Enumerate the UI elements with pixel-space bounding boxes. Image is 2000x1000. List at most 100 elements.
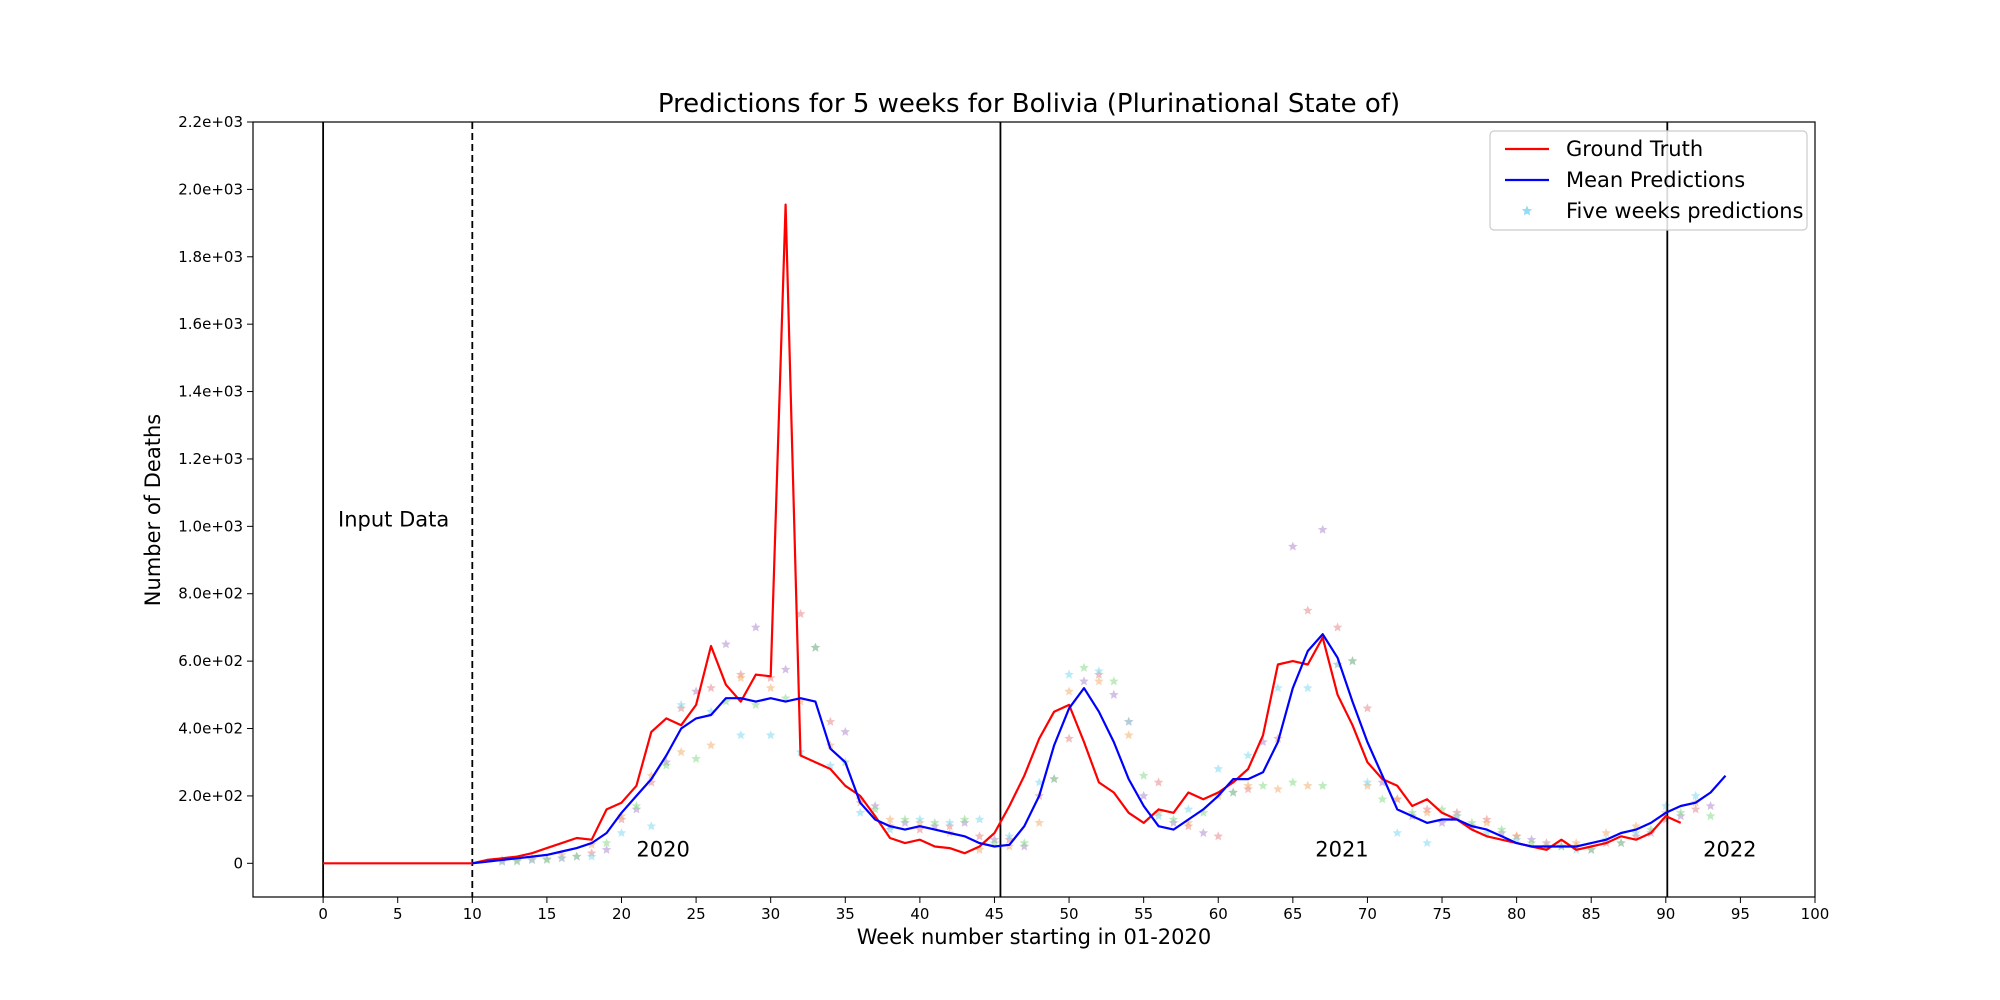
prediction-star-point — [1183, 821, 1194, 831]
prediction-star-point — [1303, 683, 1313, 693]
prediction-star-point — [631, 804, 642, 814]
x-tick-label: 10 — [463, 905, 482, 923]
prediction-star-point — [661, 760, 671, 770]
mean-predictions-line — [472, 633, 1727, 865]
prediction-star-point — [1377, 794, 1388, 804]
prediction-star-point — [825, 716, 836, 726]
prediction-star-point — [691, 753, 701, 763]
prediction-star-point — [1064, 686, 1074, 696]
x-tick-label: 20 — [612, 905, 631, 923]
prediction-star-point — [1168, 817, 1179, 827]
prediction-star-point — [676, 699, 686, 709]
prediction-star-point — [1303, 780, 1313, 790]
legend: Ground Truth Mean Predictions Five weeks p… — [1489, 130, 1808, 231]
prediction-star-point — [1153, 777, 1164, 787]
y-tick-label: 1.8e+03 — [178, 248, 243, 266]
legend-items: Ground Truth Mean Predictions Five weeks p… — [1505, 137, 1804, 223]
prediction-star-point — [825, 740, 836, 750]
prediction-star-point — [601, 844, 612, 854]
prediction-star-point — [1690, 790, 1701, 800]
prediction-star-point — [1273, 683, 1283, 693]
prediction-star-point — [1109, 676, 1119, 686]
prediction-star-point — [1004, 831, 1015, 841]
x-tick-label: 0 — [318, 905, 328, 923]
prediction-star-point — [1288, 777, 1298, 787]
prediction-star-point — [915, 824, 925, 834]
y-tick-label: 2.0e+02 — [178, 787, 243, 805]
prediction-star-point — [512, 856, 522, 866]
prediction-star-point — [497, 856, 507, 866]
scatter-layer — [497, 524, 1716, 866]
annotation-text: 2022 — [1703, 838, 1756, 862]
prediction-star-point — [1422, 807, 1432, 817]
x-tick-label: 15 — [537, 905, 556, 923]
y-axis: 0 2.0e+02 4.0e+02 6.0e+02 8.0e+02 1.0e+03 1.2e… — [178, 113, 253, 872]
y-tick-label: 1.4e+03 — [178, 383, 243, 401]
prediction-star-point — [616, 814, 627, 824]
prediction-star-point — [915, 814, 925, 824]
x-tick-label: 45 — [985, 905, 1004, 923]
x-tick-label: 50 — [1060, 905, 1079, 923]
prediction-star-point — [1079, 676, 1089, 686]
prediction-star-point — [1422, 838, 1432, 848]
annotations: Input Data 2020 2021 2022 — [338, 507, 1757, 861]
legend-box — [1489, 130, 1808, 231]
prediction-star-point — [1198, 807, 1209, 817]
prediction-star-point — [1064, 733, 1074, 743]
prediction-star-point — [1243, 780, 1253, 790]
y-tick-label: 1.6e+03 — [178, 315, 243, 333]
prediction-star-point — [1064, 669, 1074, 679]
prediction-star-point — [706, 740, 716, 750]
prediction-star-point — [1616, 838, 1626, 848]
prediction-star-point — [1109, 689, 1119, 699]
prediction-star-point — [1332, 622, 1343, 632]
plot-frame — [252, 121, 1816, 898]
prediction-star-point — [780, 693, 791, 703]
x-tick-label: 5 — [393, 905, 403, 923]
prediction-star-point — [1496, 828, 1507, 837]
prediction-star-point — [586, 851, 597, 861]
x-tick-label: 75 — [1432, 905, 1451, 923]
x-tick-label: 100 — [1801, 905, 1830, 923]
prediction-star-point — [1094, 669, 1104, 679]
prediction-star-point — [1273, 784, 1283, 794]
prediction-star-point — [855, 807, 865, 817]
prediction-star-point — [646, 770, 657, 780]
prediction-star-point — [1407, 807, 1417, 817]
y-tick-label: 1.2e+03 — [178, 450, 243, 468]
prediction-star-point — [1690, 804, 1701, 814]
prediction-star-point — [1124, 730, 1134, 740]
prediction-star-point — [646, 821, 657, 831]
x-tick-label: 85 — [1582, 905, 1601, 923]
prediction-star-point — [945, 817, 955, 827]
prediction-star-point — [1377, 777, 1388, 787]
y-tick-label: 8.0e+02 — [178, 585, 243, 603]
prediction-star-point — [1631, 828, 1641, 837]
prediction-star-point — [751, 622, 761, 632]
y-tick-label: 2.2e+03 — [178, 113, 243, 131]
prediction-star-point — [736, 673, 746, 682]
prediction-star-point — [1571, 838, 1582, 848]
prediction-star-point — [676, 703, 686, 713]
prediction-star-point — [1362, 777, 1373, 787]
prediction-star-point — [780, 664, 791, 674]
prediction-star-point — [616, 811, 627, 821]
x-tick-label: 90 — [1656, 905, 1675, 923]
prediction-star-point — [1138, 770, 1149, 780]
prediction-star-point — [1362, 703, 1373, 713]
prediction-star-point — [706, 683, 716, 693]
ground-truth-line — [323, 203, 1682, 865]
prediction-star-point — [974, 844, 985, 854]
prediction-star-point — [1004, 841, 1015, 851]
prediction-star-point — [959, 814, 970, 824]
prediction-star-point — [945, 821, 955, 831]
prediction-star-point — [1332, 659, 1343, 669]
prediction-star-point — [1437, 817, 1447, 827]
annotation-text: Input Data — [338, 507, 449, 531]
legend-swatch-star — [1521, 205, 1533, 216]
prediction-star-point — [915, 817, 925, 827]
prediction-star-point — [586, 839, 597, 849]
prediction-star-point — [1124, 716, 1134, 726]
prediction-star-point — [631, 801, 642, 811]
chart-title: Predictions for 5 weeks for Bolivia (Plu… — [658, 89, 1400, 119]
